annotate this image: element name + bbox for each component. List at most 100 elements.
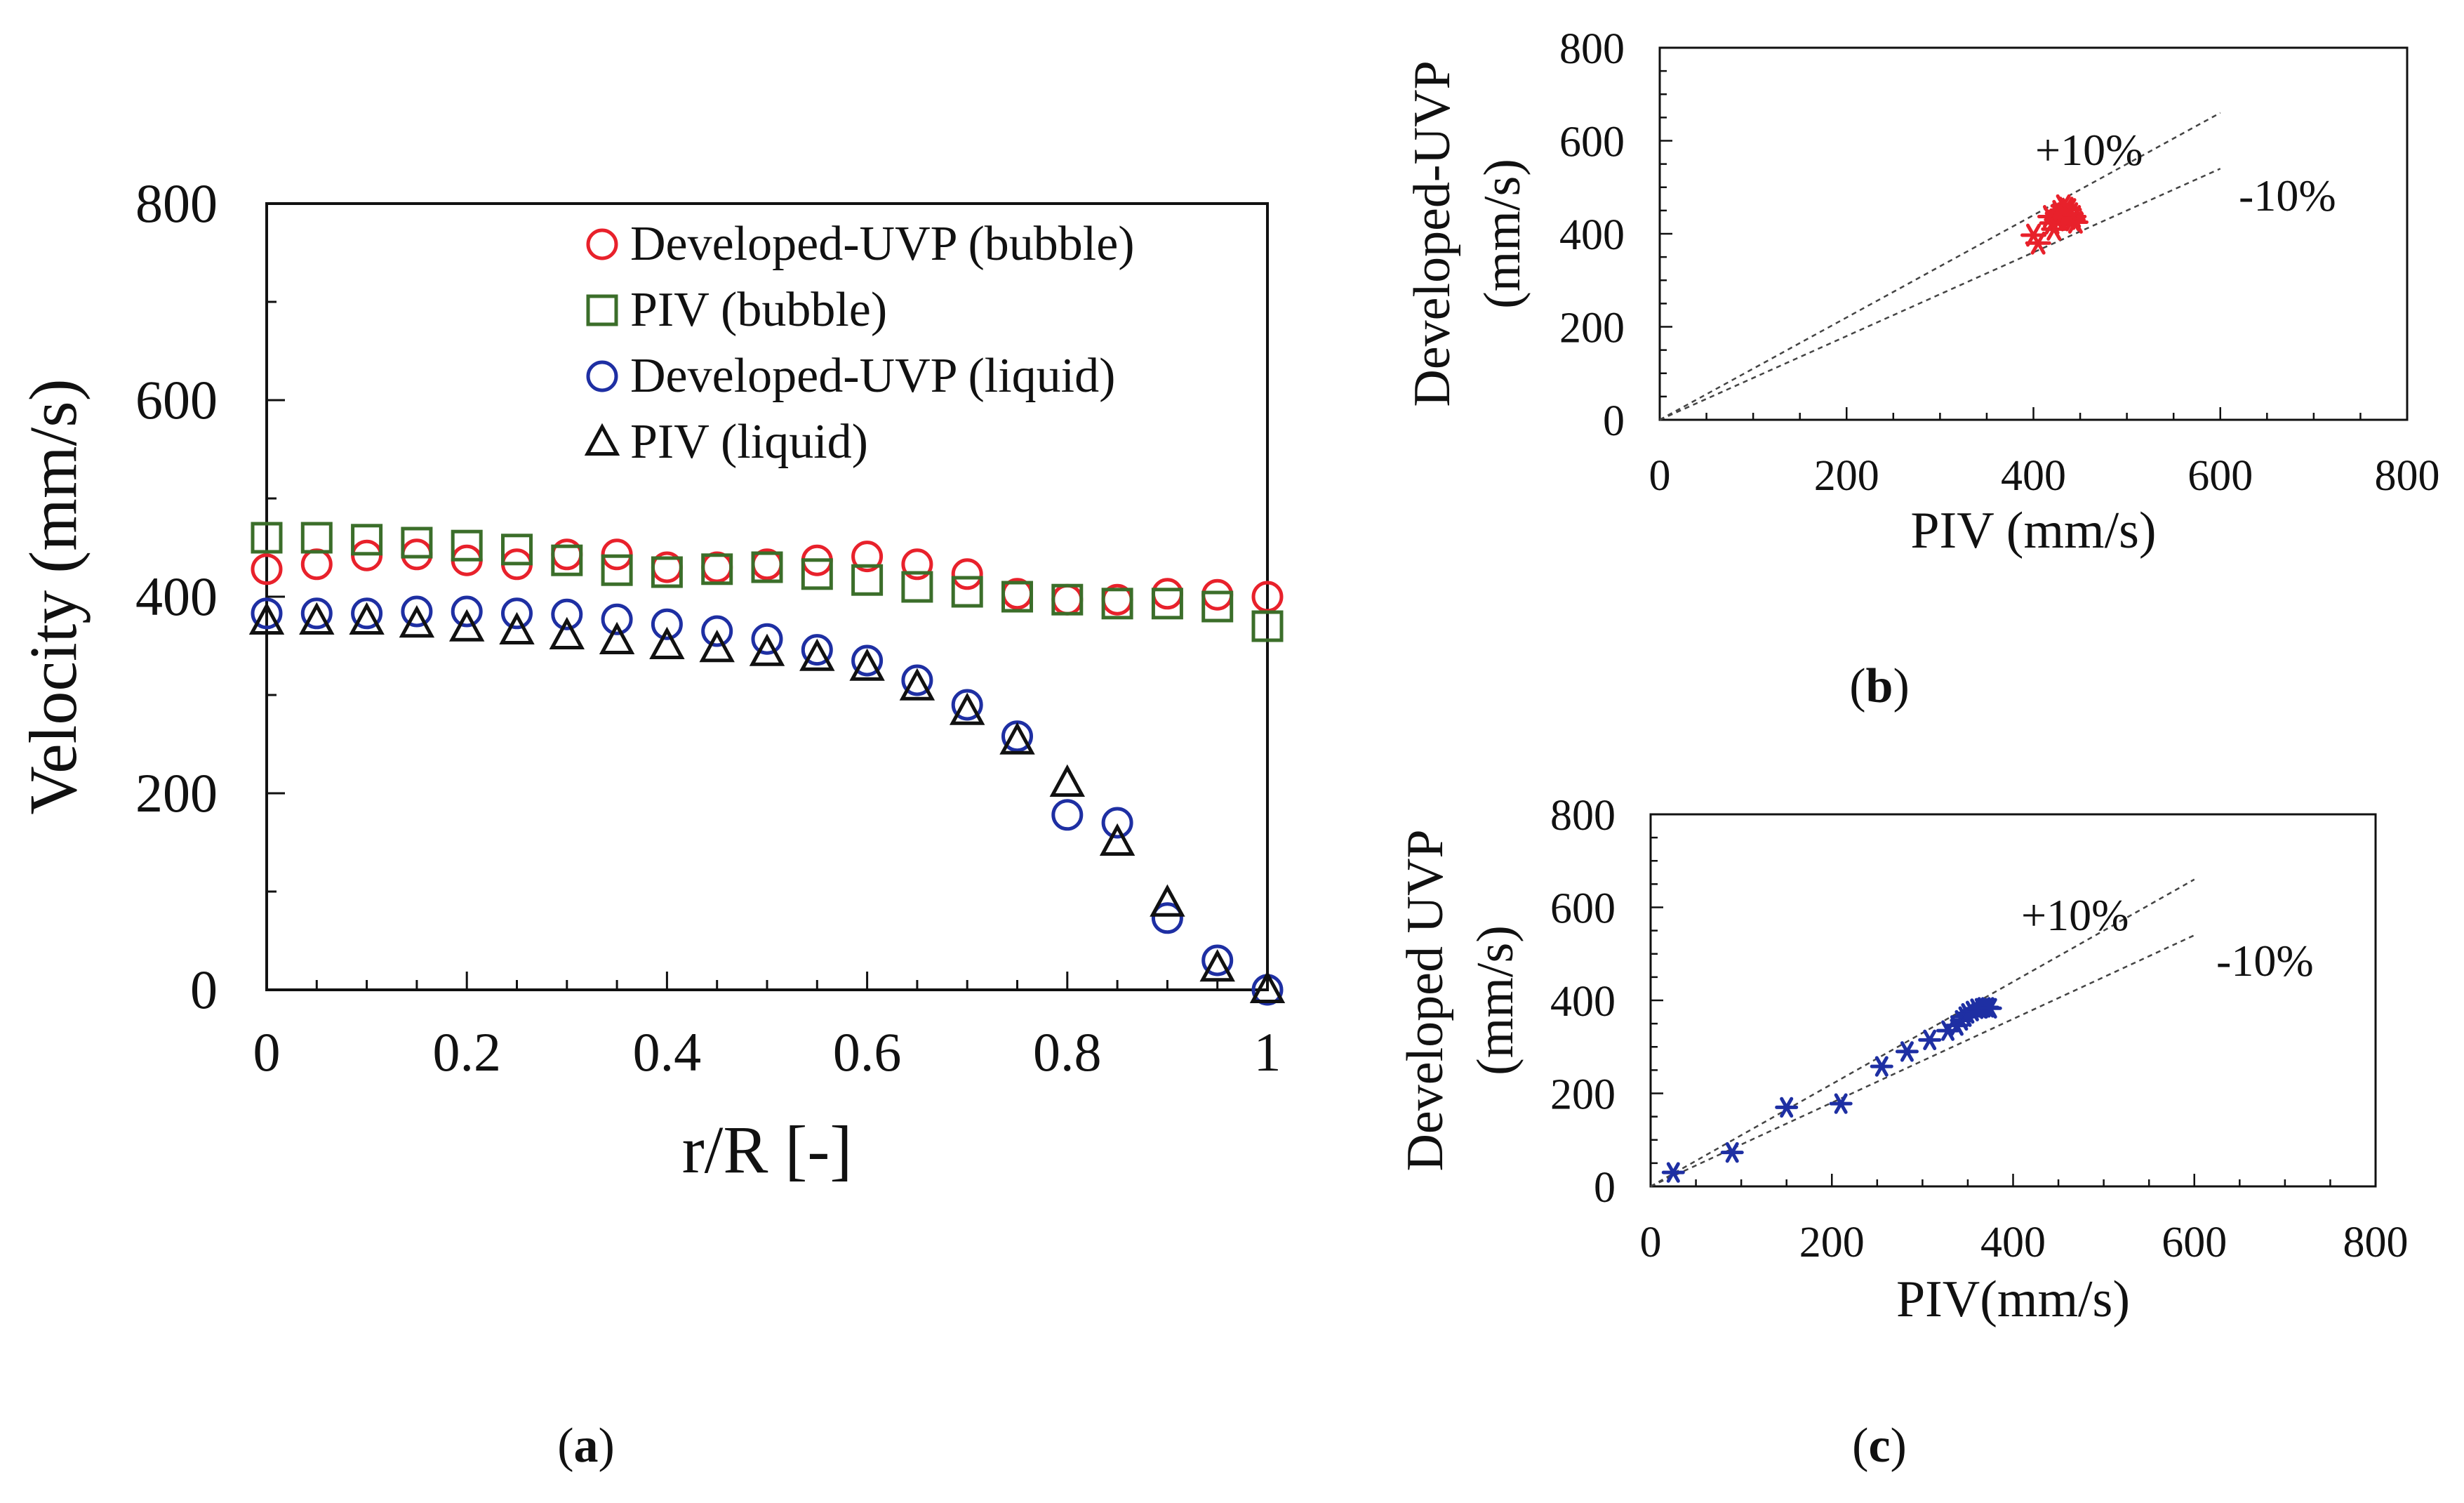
- panel-b-caption-letter: b: [1866, 659, 1893, 713]
- panel-b-point-stroke: [2046, 217, 2062, 241]
- panel-a-point: [351, 597, 383, 630]
- panel-b-x-tick-label: 0: [1649, 452, 1671, 500]
- panel-a-point: [951, 558, 983, 590]
- panel-c-y-tick-label: 0: [1594, 1164, 1616, 1212]
- panel-b-x-axis-label: PIV (mm/s): [1910, 502, 2156, 560]
- panel-a-series-2: [251, 595, 1284, 1006]
- panel-a-point: [851, 644, 884, 677]
- panel-c-point: [1829, 1093, 1853, 1114]
- panel-c-y-tick-label: 200: [1550, 1071, 1616, 1119]
- panel-a-point: [349, 602, 385, 635]
- panel-a-point: [451, 529, 483, 562]
- panel-c-caption-letter: c: [1868, 1419, 1890, 1473]
- panel-c-caption-close: ): [1891, 1419, 1907, 1473]
- panel-a-point: [1101, 807, 1133, 839]
- panel-a-point: [599, 621, 635, 654]
- panel-c-point: [1895, 1041, 1919, 1062]
- panel-b-axis-ticks: 0 200 400 600 800 0 200 400 600 800: [1559, 25, 2440, 500]
- panel-a-point: [1151, 902, 1183, 934]
- panel-a-point: [401, 538, 433, 571]
- panel-b-point-stroke: [2067, 211, 2083, 234]
- panel-a-y-tick-label: 400: [135, 566, 218, 627]
- panel-c-point: [1978, 998, 2002, 1019]
- panel-a-point: [901, 571, 933, 603]
- panel-a-legend-label: Developed-UVP (liquid): [630, 349, 1115, 403]
- panel-a-point: [951, 576, 983, 608]
- panel-a-series-3: [248, 602, 1286, 1003]
- panel-a-x-tick-label: 0.6: [833, 1021, 902, 1082]
- panel-b-point: [2041, 217, 2067, 241]
- panel-b-caption-open: (: [1849, 659, 1865, 713]
- panel-b-y-tick-label: 600: [1559, 119, 1625, 166]
- panel-a-point: [901, 548, 933, 581]
- panel-a-point: [801, 634, 833, 666]
- panel-c-guide-line: [1650, 878, 2195, 1188]
- panel-b-y-axis-label-line2: (mm/s): [1474, 159, 1531, 309]
- panel-a-legend-marker: [584, 423, 620, 456]
- panel-a-point: [1049, 764, 1086, 797]
- panel-a-legend-marker: [586, 294, 618, 326]
- panel-c-point-stroke: [1725, 1141, 1739, 1163]
- panel-a-legend-label: Developed-UVP (bubble): [630, 217, 1135, 271]
- panel-c-x-axis-label: PIV(mm/s): [1896, 1271, 2130, 1328]
- panel-c-y-tick-label: 800: [1550, 792, 1616, 840]
- panel-c-point: [1720, 1141, 1744, 1163]
- panel-a-point: [1201, 944, 1234, 976]
- panel-a-y-axis-label: Velocity (mm/s): [15, 378, 91, 814]
- panel-a-point: [1249, 970, 1286, 1003]
- panel-a-point: [1099, 823, 1136, 856]
- panel-b-point-stroke: [2042, 205, 2058, 228]
- panel-a-point: [651, 608, 683, 640]
- panel-a-point: [551, 598, 583, 630]
- panel-a-y-tick-label: 600: [135, 369, 218, 430]
- panel-b-caption-close: ): [1893, 659, 1909, 713]
- panel-a-point: [1051, 799, 1084, 831]
- panel-c-point: [1661, 1162, 1685, 1183]
- panel-a-point: [851, 541, 884, 573]
- panel-a-point: [851, 564, 884, 596]
- panel-c-x-tick-label: 400: [1980, 1219, 2046, 1266]
- panel-b-x-tick-label: 200: [1814, 452, 1879, 500]
- panel-c-y-tick-label: 600: [1550, 885, 1616, 933]
- panel-a-caption-open: (: [557, 1419, 573, 1473]
- panel-a-point: [1201, 578, 1234, 611]
- panel-c-point-stroke: [1666, 1162, 1680, 1183]
- panel-c-point: [1775, 1097, 1799, 1118]
- panel-a: 0 0.2 0.4 0.6 0.8 1 0 200 400 600 800 r/R [-] Velo…: [15, 173, 1286, 1473]
- panel-b-x-tick-label: 400: [2001, 452, 2066, 500]
- panel-a-point: [651, 556, 683, 588]
- panel-a-point: [448, 609, 485, 642]
- panel-b-y-tick-label: 200: [1559, 305, 1625, 352]
- panel-a-point: [1101, 588, 1133, 620]
- panel-a-point: [751, 551, 783, 583]
- panel-c: 0 200 400 600 800 0 200 400 600 800 +10% -10% PIV(…: [1397, 792, 2409, 1473]
- panel-a-point: [951, 689, 983, 721]
- panel-a-series-1: [251, 522, 1284, 642]
- panel-a-point: [1199, 948, 1235, 982]
- panel-a-point: [751, 623, 783, 655]
- panel-a-legend-marker: [586, 228, 618, 260]
- panel-c-guide-lines: +10% -10%: [1650, 878, 2314, 1188]
- panel-b-point-stroke: [2030, 231, 2046, 255]
- panel-a-point: [701, 553, 733, 585]
- panel-a-point: [601, 554, 633, 586]
- panel-a-point: [399, 604, 435, 638]
- panel-b-y-tick-label: 400: [1559, 211, 1625, 259]
- panel-a-x-tick-label: 0.2: [432, 1021, 501, 1082]
- panel-c-y-axis-label-line1: Developed UVP: [1397, 829, 1454, 1171]
- panel-c-point-stroke: [1874, 1056, 1889, 1077]
- panel-b-caption: (b): [1849, 659, 1910, 713]
- panel-a-y-tick-label: 0: [190, 959, 218, 1020]
- panel-a-x-tick-label: 0.4: [633, 1021, 702, 1082]
- panel-a-point: [801, 558, 833, 590]
- panel-a-y-tick-label: 800: [135, 173, 218, 234]
- panel-a-point: [749, 633, 785, 666]
- panel-a-caption-close: ): [599, 1419, 615, 1473]
- panel-a-point: [299, 602, 335, 635]
- panel-c-point: [1918, 1029, 1942, 1050]
- panel-a-point: [999, 722, 1035, 755]
- panel-a-point: [501, 534, 533, 566]
- panel-a-point: [901, 664, 933, 696]
- panel-c-point-stroke: [1834, 1093, 1848, 1114]
- panel-a-caption: (a): [557, 1419, 615, 1473]
